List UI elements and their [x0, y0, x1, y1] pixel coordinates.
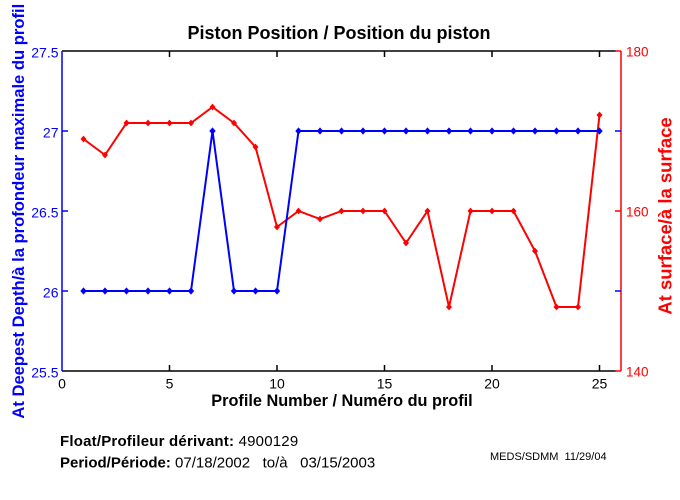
svg-text:0: 0 — [58, 376, 66, 392]
svg-text:At surface/à la surface: At surface/à la surface — [655, 117, 676, 314]
svg-text:5: 5 — [166, 376, 174, 392]
svg-text:15: 15 — [377, 376, 393, 392]
svg-text:20: 20 — [484, 376, 500, 392]
svg-text:26: 26 — [43, 284, 59, 300]
svg-text:Profile Number / Numéro du pro: Profile Number / Numéro du profil — [211, 392, 472, 410]
svg-text:160: 160 — [626, 205, 649, 220]
svg-text:10: 10 — [269, 376, 285, 392]
svg-text:25.5: 25.5 — [31, 364, 58, 380]
svg-text:140: 140 — [626, 365, 649, 380]
svg-text:At Deepest Depth/à la profonde: At Deepest Depth/à la profondeur maximal… — [9, 4, 28, 419]
svg-text:Period/Période: 07/18/2002 t: Period/Période: 07/18/2002 to/à 03/15/20… — [60, 455, 375, 472]
svg-text:Float/Profileur dérivant: 4900: Float/Profileur dérivant: 4900129 — [60, 433, 298, 450]
svg-text:27.5: 27.5 — [31, 44, 58, 60]
svg-text:Piston Position / Position du: Piston Position / Position du piston — [188, 23, 491, 43]
svg-text:25: 25 — [592, 376, 608, 392]
svg-text:27: 27 — [43, 124, 59, 140]
svg-text:180: 180 — [626, 45, 649, 60]
svg-text:26.5: 26.5 — [31, 204, 58, 220]
svg-text:MEDS/SDMM 11/29/04: MEDS/SDMM 11/29/04 — [490, 451, 607, 463]
